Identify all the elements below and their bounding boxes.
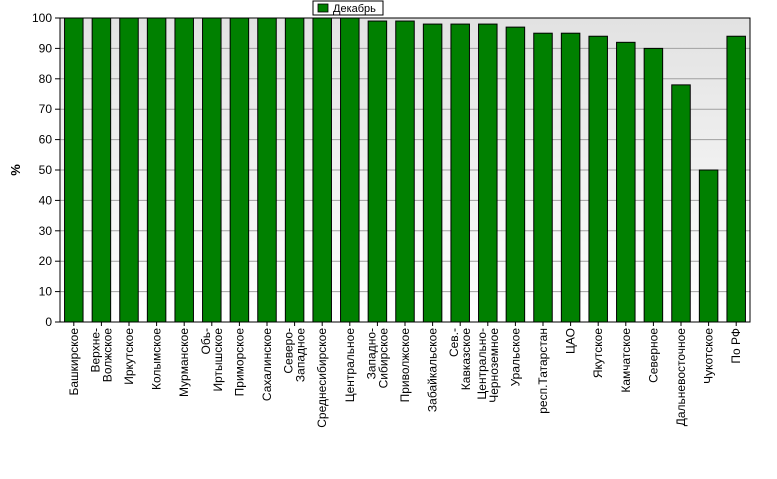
- bar: [146, 17, 167, 323]
- bar: [174, 17, 194, 323]
- x-category-label: Забайкальское: [426, 328, 440, 412]
- y-axis-label: %: [8, 164, 23, 176]
- bars: [64, 17, 746, 323]
- x-category-label: респ.Татарстан: [536, 328, 550, 414]
- bar: [257, 17, 277, 323]
- bar: [64, 17, 84, 323]
- bar: [119, 17, 139, 323]
- bar: [698, 169, 719, 323]
- x-category-label: Сахалинское: [260, 328, 274, 401]
- legend-box: [312, 0, 384, 16]
- bar: [229, 17, 250, 323]
- bar: [202, 17, 222, 323]
- x-category-label: По РФ: [729, 328, 743, 364]
- x-category-label: Чукотское: [702, 328, 716, 384]
- y-tick-label: 30: [39, 224, 53, 238]
- legend-label: Декабрь: [333, 3, 376, 15]
- x-category-label: Камчатское: [619, 328, 633, 393]
- y-tick-label: 70: [39, 102, 53, 116]
- legend-swatch: [317, 3, 329, 13]
- x-category-label: Приморское: [232, 328, 246, 397]
- bar: [478, 23, 498, 323]
- y-tick-label: 60: [39, 133, 53, 147]
- bar: [91, 17, 112, 323]
- y-tick-label: 90: [39, 41, 53, 55]
- y-tick-label: 80: [39, 72, 53, 86]
- x-category-label: Обь-: [199, 328, 213, 354]
- x-category-label: Западно-: [364, 328, 378, 379]
- y-tick-label: 10: [39, 285, 53, 299]
- bar: [450, 23, 470, 323]
- legend: Декабрь: [312, 0, 384, 16]
- x-category-label: Башкирское: [67, 328, 81, 396]
- bar: [312, 17, 332, 323]
- bar: [588, 35, 608, 323]
- x-category-label: Иркутское: [122, 328, 136, 385]
- y-axis-ticks: 0 10 20 30 40 50 60 70 80 90 100: [32, 11, 60, 329]
- x-category-label: Западное: [294, 328, 308, 382]
- bar: [560, 32, 581, 323]
- y-tick-label: 0: [45, 315, 52, 329]
- x-category-label: Сев.-: [447, 328, 461, 357]
- x-category-label: Якутское: [591, 328, 605, 378]
- x-category-label: Сибирское: [376, 328, 390, 389]
- x-category-label: Кавказское: [459, 328, 473, 391]
- x-category-label: Черноземное: [487, 328, 501, 403]
- bar: [671, 84, 691, 323]
- x-category-label: Колымское: [150, 328, 164, 390]
- x-category-label: Центральное: [343, 328, 357, 403]
- bar: [284, 17, 305, 323]
- x-category-label: Северо-: [282, 328, 296, 374]
- y-tick-label: 50: [39, 163, 53, 177]
- x-category-label: Верхне-: [88, 328, 102, 373]
- x-category-label: Центрально-: [475, 328, 489, 400]
- x-category-label: Уральское: [508, 328, 522, 387]
- x-category-label: Среднесибирское: [315, 328, 329, 428]
- x-category-label: Волжское: [100, 328, 114, 383]
- bar: [643, 47, 664, 323]
- bar: [340, 17, 360, 323]
- x-category-label: Приволжское: [398, 328, 412, 403]
- x-category-label: Иртышское: [211, 328, 225, 392]
- bar: [505, 26, 526, 323]
- x-category-label: Северное: [646, 328, 660, 383]
- bar: [367, 20, 388, 323]
- bar: [533, 32, 553, 323]
- x-category-label: Мурманское: [177, 328, 191, 397]
- bar: [726, 35, 746, 323]
- x-category-label: ЦАО: [564, 328, 578, 354]
- x-axis-categories: Башкирское Верхне-Волжское Иркутское Колымс…: [67, 322, 743, 428]
- x-category-label: Дальневосточное: [674, 328, 688, 427]
- y-tick-label: 20: [39, 254, 53, 268]
- bar: [422, 23, 443, 323]
- bar: [616, 41, 636, 323]
- bar: [395, 20, 415, 323]
- y-tick-label: 100: [32, 11, 52, 25]
- y-tick-label: 40: [39, 193, 53, 207]
